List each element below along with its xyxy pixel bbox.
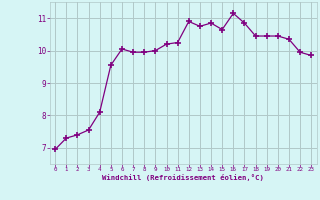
X-axis label: Windchill (Refroidissement éolien,°C): Windchill (Refroidissement éolien,°C)	[102, 174, 264, 181]
